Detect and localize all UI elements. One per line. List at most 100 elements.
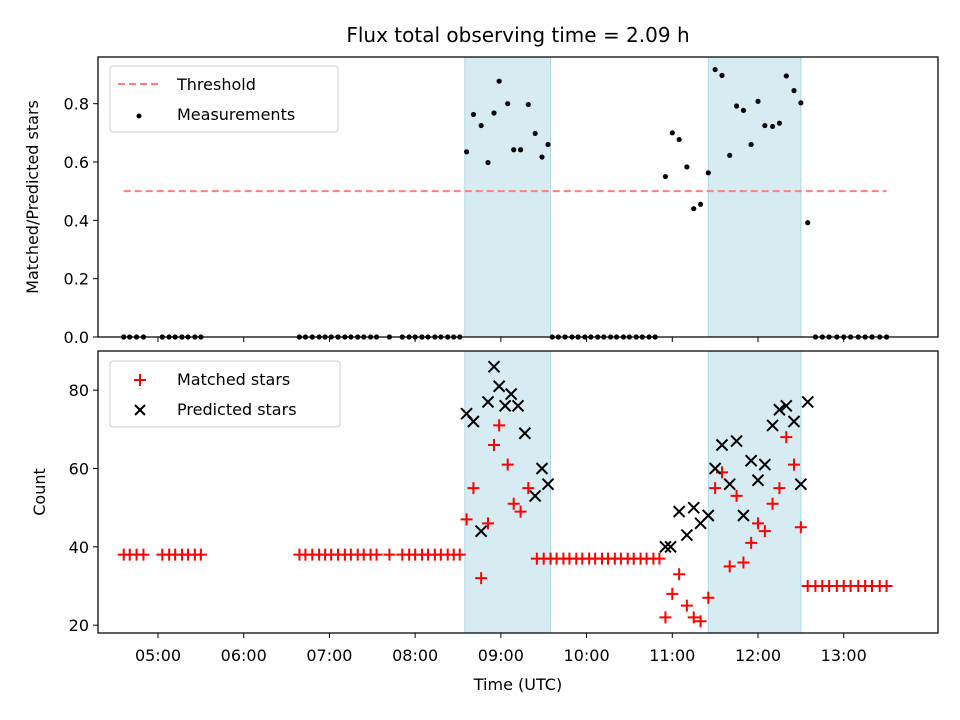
top-dot-point-0-81 — [776, 120, 783, 126]
bottom-y-axis-label: Count — [30, 468, 49, 516]
bot-x-point-1-5 — [492, 380, 506, 393]
bot-x-point-1-3 — [481, 395, 495, 409]
top-dot-point-0-35 — [463, 149, 470, 155]
bot-shaded-span-1 — [707, 350, 802, 634]
top-y-axis-label: Matched/Predicted stars — [23, 100, 42, 294]
bot-plus-point-0-69 — [687, 611, 700, 624]
bottom-axes-frame — [97, 350, 939, 634]
bot-x-point-1-16 — [680, 528, 694, 542]
bot-plus-point-0-37 — [475, 572, 488, 585]
bot-xtick-label-2: 07:00 — [306, 646, 352, 665]
top-dot-point-0-74 — [727, 152, 733, 158]
bot-x-point-1-1 — [467, 415, 480, 428]
bot-plus-point-0-80 — [766, 497, 779, 510]
bot-plus-point-0-23 — [370, 548, 383, 561]
top-dot-point-0-71 — [705, 170, 711, 176]
top-dot-point-0-68 — [684, 164, 690, 170]
bot-plus-point-0-42 — [507, 497, 520, 510]
bot-plus-point-0-70 — [694, 615, 707, 628]
top-legend: Threshold Measurements — [109, 65, 339, 133]
legend-matched-swatch — [134, 374, 146, 386]
bot-xtick-label-7: 12:00 — [735, 646, 781, 665]
bot-plus-point-0-84 — [794, 521, 807, 534]
top-dot-point-0-70 — [697, 201, 704, 207]
bottom-legend-box — [109, 360, 341, 428]
bot-plus-point-0-44 — [522, 482, 535, 495]
bot-plus-point-0-36 — [467, 482, 480, 495]
bot-plus-point-0-96 — [880, 580, 893, 592]
bot-x-point-1-17 — [687, 501, 700, 514]
top-dot-point-0-39 — [491, 110, 497, 116]
bot-x-point-1-14 — [664, 540, 677, 554]
bot-plus-point-0-24 — [383, 548, 396, 561]
bot-x-point-1-10 — [528, 489, 542, 503]
bot-xtick-label-8: 13:00 — [821, 646, 867, 665]
top-dot-point-0-76 — [740, 107, 747, 113]
legend-threshold-label: Threshold — [176, 75, 256, 94]
bot-ytick-label-0: 20 — [69, 616, 89, 635]
bot-x-point-1-29 — [773, 403, 786, 416]
top-dot-point-0-75 — [733, 103, 740, 109]
top-dot-point-0-46 — [539, 154, 545, 160]
bot-x-point-1-15 — [672, 505, 686, 518]
top-dot-point-0-41 — [505, 101, 511, 107]
bot-plus-point-0-74 — [723, 560, 736, 573]
bot-plus-point-0-78 — [752, 517, 764, 530]
bot-x-point-1-11 — [535, 462, 549, 475]
bot-x-point-1-33 — [801, 395, 814, 409]
bot-x-point-1-2 — [474, 524, 488, 538]
bot-x-point-1-21 — [715, 438, 729, 452]
bot-x-point-1-8 — [511, 399, 525, 413]
top-dot-point-0-37 — [478, 122, 484, 129]
bot-x-point-1-22 — [723, 477, 736, 491]
bot-plus-point-0-82 — [780, 431, 793, 444]
bot-plus-point-0-77 — [745, 536, 758, 549]
bot-plus-point-0-66 — [666, 587, 679, 600]
top-dot-point-0-45 — [532, 130, 538, 137]
bot-x-point-1-30 — [780, 399, 793, 413]
bot-plus-point-0-64 — [653, 552, 666, 565]
bot-x-point-1-26 — [751, 474, 765, 487]
bot-ytick-label-3: 80 — [69, 381, 89, 400]
bot-plus-point-0-75 — [730, 489, 743, 502]
top-dot-point-0-65 — [662, 173, 669, 180]
bot-xtick-label-5: 10:00 — [564, 646, 610, 665]
bot-x-point-1-31 — [787, 415, 801, 428]
bot-xtick-label-6: 11:00 — [649, 646, 695, 665]
bot-plus-point-0-72 — [709, 482, 722, 495]
bot-xtick-label-1: 06:00 — [221, 646, 267, 665]
bot-plus-point-0-40 — [493, 419, 506, 432]
top-dot-point-0-85 — [805, 220, 811, 226]
top-dot-point-0-67 — [676, 136, 682, 143]
bot-x-point-1-12 — [541, 477, 555, 491]
top-shaded-span-1 — [707, 56, 802, 338]
bot-plus-point-0-38 — [482, 517, 494, 530]
x-axis-label: Time (UTC) — [473, 675, 562, 694]
bot-plus-point-0-76 — [737, 556, 750, 569]
top-dot-point-0-72 — [712, 66, 718, 73]
bot-plus-point-0-41 — [501, 458, 514, 471]
legend-measurements-swatch — [136, 113, 142, 119]
top-dot-point-0-77 — [748, 141, 754, 148]
top-dot-point-0-69 — [691, 206, 697, 212]
bot-plus-point-0-43 — [514, 505, 527, 518]
bot-x-point-1-24 — [737, 509, 750, 522]
top-dot-point-0-84 — [798, 100, 804, 106]
top-axes-frame — [97, 56, 939, 338]
legend-matched-label: Matched stars — [177, 370, 290, 389]
top-dot-point-0-80 — [769, 123, 776, 130]
bot-ytick-label-2: 60 — [69, 460, 89, 479]
bot-ytick-label-1: 40 — [69, 538, 89, 557]
bot-plus-point-0-67 — [673, 568, 686, 581]
bot-x-point-1-7 — [504, 387, 518, 401]
bot-x-point-1-4 — [487, 360, 501, 373]
top-ytick-label-4: 0.8 — [64, 95, 89, 114]
bot-x-point-1-6 — [498, 399, 512, 413]
bottom-legend: Matched stars Predicted stars — [109, 360, 341, 428]
top-legend-box — [109, 65, 339, 133]
bot-plus-point-0-81 — [773, 482, 786, 495]
bot-plus-point-0-68 — [680, 599, 693, 612]
top-dot-point-0-73 — [719, 72, 725, 78]
bot-x-point-1-20 — [708, 462, 722, 475]
